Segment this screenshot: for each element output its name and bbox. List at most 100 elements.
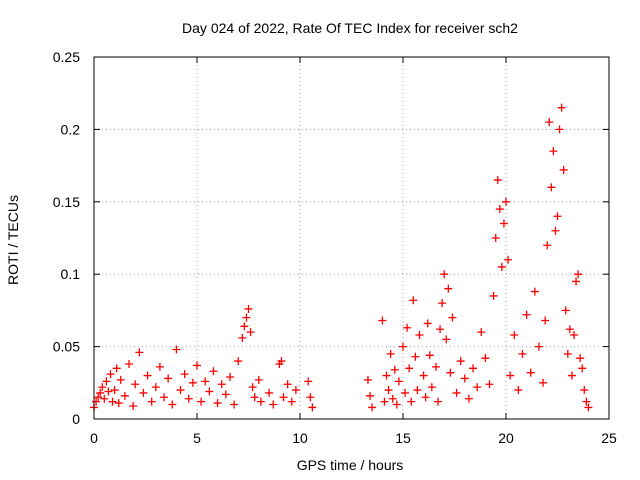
data-point [510, 331, 519, 340]
data-point [112, 364, 121, 373]
data-point [481, 354, 490, 363]
data-point [160, 393, 169, 402]
data-point [287, 397, 296, 406]
data-point [386, 349, 395, 358]
data-point [495, 205, 504, 214]
data-point [504, 255, 513, 264]
data-point [415, 331, 424, 340]
data-point [409, 296, 418, 305]
x-tick-label: 15 [395, 430, 411, 446]
data-point [413, 386, 422, 395]
data-point [578, 364, 587, 373]
data-point [254, 375, 263, 384]
data-point [440, 270, 449, 279]
data-point [98, 383, 107, 392]
data-point [401, 388, 410, 397]
data-point [411, 352, 420, 361]
data-point [366, 391, 375, 400]
data-point [248, 383, 257, 392]
data-point [464, 394, 473, 403]
data-point [168, 400, 177, 409]
data-point [180, 370, 189, 379]
data-point [382, 371, 391, 380]
data-point [436, 325, 445, 334]
data-point [394, 377, 403, 386]
data-point [209, 367, 218, 376]
data-point [499, 219, 508, 228]
data-point [403, 323, 412, 332]
axis-ticks: 0 5 10 15 20 25 0 0.05 0.1 0.15 0.2 0.25 [53, 49, 617, 446]
data-point [176, 386, 185, 395]
x-axis-label: GPS time / hours [297, 457, 404, 473]
y-tick-label: 0 [72, 411, 80, 427]
data-point [188, 378, 197, 387]
data-point [368, 403, 377, 412]
plot-frame [93, 56, 610, 420]
data-point [131, 380, 140, 389]
data-point [116, 375, 125, 384]
data-point [551, 226, 560, 235]
data-point [547, 183, 556, 192]
data-point [572, 277, 581, 286]
data-point [230, 400, 239, 409]
x-tick-label: 5 [193, 430, 201, 446]
data-point [576, 354, 585, 363]
data-point [151, 383, 160, 392]
data-point [104, 387, 113, 396]
y-tick-label: 0.1 [61, 266, 81, 282]
data-point [392, 400, 401, 409]
data-point [225, 373, 234, 382]
data-point [569, 331, 578, 340]
data-point [242, 313, 251, 322]
data-point [526, 368, 535, 377]
data-point [184, 394, 193, 403]
data-point [567, 371, 576, 380]
data-point [452, 388, 461, 397]
data-point [108, 397, 117, 406]
data-point [506, 371, 515, 380]
grid-lines [94, 57, 609, 419]
data-point [557, 103, 566, 112]
data-point [438, 299, 447, 308]
data-point [539, 378, 548, 387]
data-point [425, 351, 434, 360]
data-point [240, 322, 249, 331]
data-point [147, 397, 156, 406]
y-tick-label: 0.2 [61, 121, 81, 137]
data-point [493, 176, 502, 185]
data-point [291, 386, 300, 395]
x-tick-label: 0 [90, 430, 98, 446]
data-point [256, 397, 265, 406]
data-point [388, 394, 397, 403]
data-point [363, 375, 372, 384]
data-point [477, 328, 486, 337]
data-point [221, 390, 230, 399]
data-point [155, 362, 164, 371]
data-point [135, 348, 144, 357]
data-points [90, 103, 593, 412]
data-point [114, 399, 123, 408]
data-point [407, 397, 416, 406]
data-point [110, 386, 119, 395]
y-tick-label: 0.15 [53, 194, 80, 210]
data-point [555, 125, 564, 134]
data-point [448, 313, 457, 322]
data-point [563, 349, 572, 358]
data-point [456, 357, 465, 366]
data-point [380, 397, 389, 406]
data-point [545, 118, 554, 127]
data-point [584, 403, 593, 412]
data-point [172, 345, 181, 354]
data-point [530, 287, 539, 296]
data-point [534, 342, 543, 351]
y-tick-label: 0.05 [53, 339, 80, 355]
data-point [580, 386, 589, 395]
data-point [279, 393, 288, 402]
data-point [565, 325, 574, 334]
data-point [106, 370, 115, 379]
data-point [502, 197, 510, 206]
data-point [582, 397, 591, 406]
x-tick-label: 10 [292, 430, 308, 446]
data-point [574, 270, 583, 279]
